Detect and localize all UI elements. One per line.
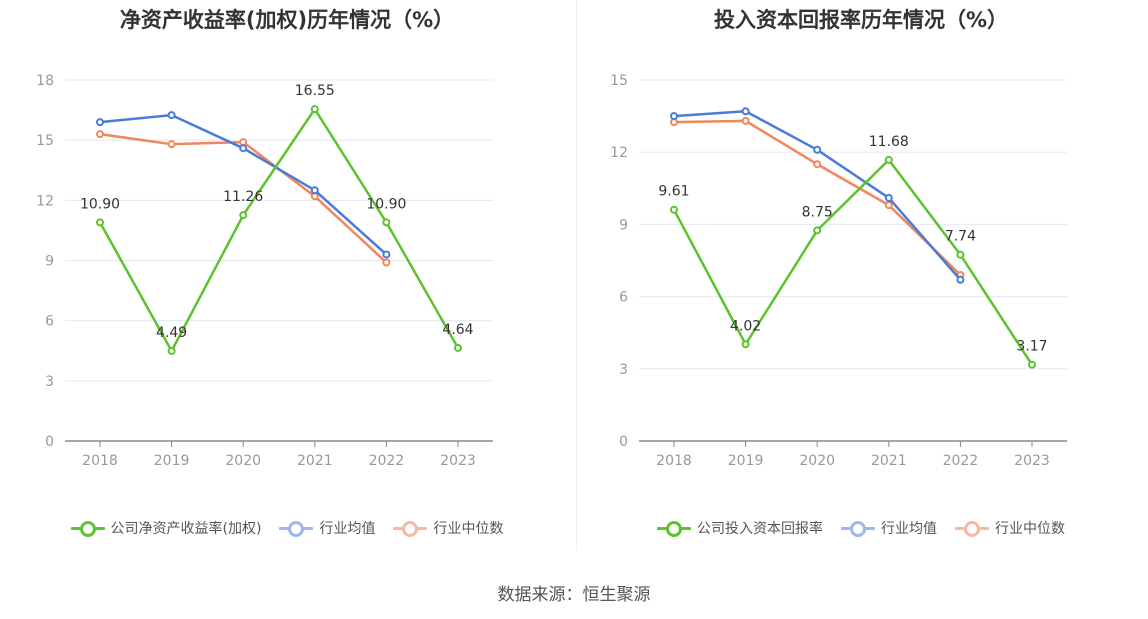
y-tick-label: 9 bbox=[45, 254, 54, 270]
data-label: 10.90 bbox=[366, 196, 406, 212]
series-line-company bbox=[98, 107, 460, 353]
y-tick-label: 15 bbox=[36, 133, 54, 149]
legend-label-median: 行业中位数 bbox=[995, 521, 1065, 537]
data-point-company[interactable] bbox=[310, 105, 319, 114]
x-tick-label: 2022 bbox=[369, 453, 405, 469]
chart-title: 投入资本回报率历年情况（%） bbox=[713, 8, 1009, 32]
legend-item-average[interactable]: 行业均值 bbox=[279, 518, 375, 538]
y-tick-label: 12 bbox=[610, 145, 628, 161]
data-label: 4.02 bbox=[730, 318, 761, 334]
series-line-company bbox=[672, 158, 1034, 366]
chart-legend: 公司投入资本回报率 行业均值 行业中位数 bbox=[574, 518, 1148, 538]
data-label: 4.49 bbox=[156, 325, 187, 341]
y-tick-label: 6 bbox=[619, 290, 628, 306]
legend-marker-company bbox=[70, 520, 105, 537]
data-point-average[interactable] bbox=[167, 111, 176, 120]
y-tick-label: 12 bbox=[36, 193, 54, 209]
data-point-average[interactable] bbox=[884, 193, 893, 202]
data-point-median[interactable] bbox=[167, 140, 176, 149]
x-tick-label: 2018 bbox=[82, 453, 118, 469]
data-point-company[interactable] bbox=[167, 346, 176, 355]
data-label: 10.90 bbox=[80, 196, 120, 212]
data-point-median[interactable] bbox=[96, 130, 104, 139]
legend-label-company: 公司净资产收益率(加权) bbox=[110, 521, 262, 537]
roic-chart-panel: 投入资本回报率历年情况（%） 0 3 6 9 12 15 2018 2019 2020 2021 2… bbox=[574, 0, 1148, 560]
y-tick-label: 3 bbox=[45, 374, 54, 390]
data-label: 7.74 bbox=[945, 229, 976, 245]
data-label: 9.61 bbox=[658, 184, 689, 200]
x-tick-label: 2022 bbox=[943, 453, 979, 469]
x-tick-label: 2019 bbox=[728, 453, 764, 469]
data-point-company[interactable] bbox=[813, 226, 822, 235]
y-tick-label: 0 bbox=[45, 434, 54, 450]
x-tick-label: 2021 bbox=[297, 453, 333, 469]
y-tick-label: 0 bbox=[619, 434, 628, 450]
y-tick-label: 15 bbox=[610, 73, 628, 89]
data-point-company[interactable] bbox=[239, 211, 248, 220]
y-tick-label: 3 bbox=[619, 362, 628, 378]
data-point-average[interactable] bbox=[239, 144, 248, 153]
legend-item-company[interactable]: 公司净资产收益率(加权) bbox=[70, 518, 262, 538]
legend-label-average: 行业均值 bbox=[881, 521, 937, 537]
legend-label-average: 行业均值 bbox=[319, 521, 376, 537]
x-tick-label: 2023 bbox=[440, 453, 476, 469]
x-tick-label: 2019 bbox=[154, 453, 190, 469]
data-label: 8.75 bbox=[802, 204, 833, 220]
legend-marker-company bbox=[657, 520, 691, 537]
panel-divider bbox=[576, 0, 577, 550]
legend-marker-median bbox=[393, 520, 428, 537]
data-point-average[interactable] bbox=[956, 275, 965, 284]
roic-chart-plot: 0 3 6 9 12 15 2018 2019 2020 2021 2022 2023 9.61 4.02… bbox=[610, 73, 1067, 469]
y-tick-label: 9 bbox=[619, 217, 628, 233]
data-point-median[interactable] bbox=[813, 160, 822, 169]
data-point-median[interactable] bbox=[382, 258, 391, 267]
x-tick-label: 2020 bbox=[799, 453, 835, 469]
data-point-company[interactable] bbox=[670, 205, 678, 214]
series-line-average bbox=[673, 110, 962, 281]
data-point-company[interactable] bbox=[741, 340, 750, 349]
data-point-average[interactable] bbox=[96, 118, 104, 127]
x-tick-label: 2018 bbox=[656, 453, 692, 469]
x-tick-label: 2021 bbox=[871, 453, 907, 469]
data-point-average[interactable] bbox=[741, 107, 750, 116]
data-point-median[interactable] bbox=[884, 201, 893, 210]
x-tick-label: 2023 bbox=[1014, 453, 1050, 469]
series-line-average bbox=[99, 113, 388, 256]
legend-item-median[interactable]: 行业中位数 bbox=[955, 518, 1065, 538]
data-point-company[interactable] bbox=[884, 155, 893, 164]
data-point-average[interactable] bbox=[382, 250, 391, 259]
data-point-company[interactable] bbox=[956, 250, 965, 259]
data-point-average[interactable] bbox=[813, 145, 822, 154]
data-source: 数据来源：恒生聚源 bbox=[497, 585, 651, 605]
legend-item-median[interactable]: 行业中位数 bbox=[393, 518, 503, 538]
legend-label-median: 行业中位数 bbox=[433, 521, 504, 537]
data-label: 16.55 bbox=[295, 83, 335, 99]
y-tick-label: 6 bbox=[45, 314, 54, 330]
roe-chart-panel: 净资产收益率(加权)历年情况（%） 0 3 6 9 12 15 18 2018 2019 2020… bbox=[0, 0, 574, 560]
legend-marker-average bbox=[279, 520, 314, 537]
legend-marker-median bbox=[955, 520, 989, 537]
data-point-company[interactable] bbox=[454, 343, 462, 352]
data-point-average[interactable] bbox=[310, 186, 319, 195]
legend-marker-average bbox=[841, 520, 875, 537]
legend-item-company[interactable]: 公司投入资本回报率 bbox=[657, 518, 823, 538]
x-tick-label: 2020 bbox=[225, 453, 261, 469]
chart-legend: 公司净资产收益率(加权) 行业均值 行业中位数 bbox=[0, 518, 574, 538]
data-point-average[interactable] bbox=[670, 112, 678, 121]
data-point-median[interactable] bbox=[741, 116, 750, 125]
roe-chart-plot: 0 3 6 9 12 15 18 2018 2019 2020 2021 2022 2023 10.90 4… bbox=[36, 73, 493, 469]
legend-label-company: 公司投入资本回报率 bbox=[697, 521, 823, 537]
chart-title: 净资产收益率(加权)历年情况（%） bbox=[119, 8, 455, 32]
data-point-company[interactable] bbox=[1028, 360, 1036, 369]
legend-item-average[interactable]: 行业均值 bbox=[841, 518, 937, 538]
data-label: 11.68 bbox=[869, 134, 909, 150]
data-label: 4.64 bbox=[442, 322, 473, 338]
data-label: 11.26 bbox=[223, 189, 263, 205]
data-label: 3.17 bbox=[1016, 339, 1047, 355]
data-point-company[interactable] bbox=[382, 218, 391, 227]
y-tick-label: 18 bbox=[36, 73, 54, 89]
data-point-company[interactable] bbox=[96, 218, 104, 227]
